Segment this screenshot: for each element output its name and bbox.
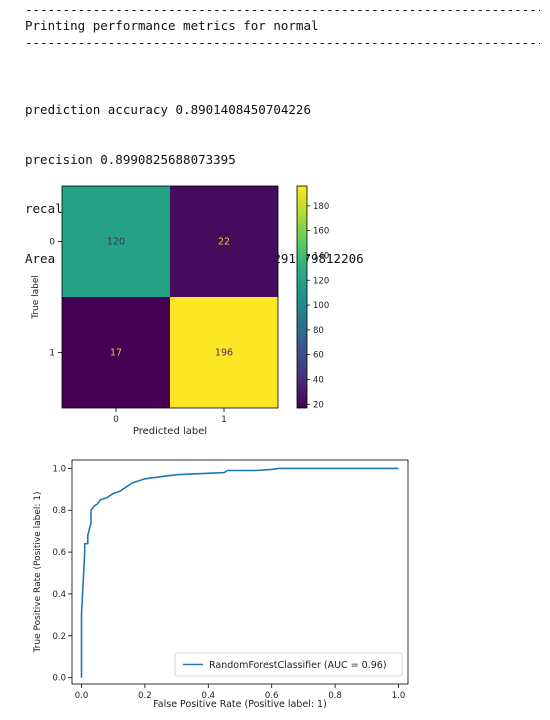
cm-cell-0-0 [62,186,170,297]
console-divider-bottom: ----------------------------------------… [25,36,540,50]
roc-x-tick-label: 0.2 [138,691,152,701]
cm-cell-1-0 [62,297,170,408]
roc-y-tick-label: 1.0 [52,464,66,474]
colorbar-tick-label: 40 [313,375,324,385]
cm-cell-value-1-0: 17 [110,348,122,359]
roc-x-tick-label: 0.0 [75,691,89,701]
cm-x-tick-label: 0 [113,415,119,425]
roc-legend-box [174,652,403,677]
colorbar-tick-label: 100 [313,301,329,311]
cm-cell-value-0-1: 22 [218,237,230,248]
cm-cell-1-1 [170,297,278,408]
console-divider-top: ----------------------------------------… [25,3,540,17]
colorbar-tick-label: 80 [313,326,324,336]
roc-plot-frame [71,459,409,685]
roc-y-axis-label: True Positive Rate (Positive label: 1) [33,492,43,654]
colorbar-tick-label: 20 [313,400,324,410]
colorbar [296,185,308,409]
roc-x-axis-label: False Positive Rate (Positive label: 1) [153,699,327,710]
colorbar-tick-label: 140 [313,251,329,261]
cm-y-axis-label: True label [31,275,41,320]
cm-cell-value-0-0: 120 [107,237,125,248]
cm-x-tick-label: 1 [221,415,227,425]
roc-curve-chart: 0.0 0.2 0.4 0.6 0.8 1.0 0.0 0.2 0.4 0.6 0.8 1.0 Ran… [33,459,409,710]
cm-x-axis-label: Predicted label [133,426,207,437]
roc-y-tick-label: 0.8 [52,506,66,516]
metric-accuracy: prediction accuracy 0.8901408450704226 [25,102,311,117]
roc-x-tick-label: 1.0 [392,691,406,701]
roc-y-tick-label: 0.2 [52,632,66,642]
cm-y-tick-label: 0 [49,238,55,248]
roc-x-tick-label: 0.8 [328,691,342,701]
roc-legend: RandomForestClassifier (AUC = 0.96) [174,652,403,677]
roc-x-tick-label: 0.4 [202,691,216,701]
cm-cell-0-1 [170,186,278,297]
roc-y-tick-label: 0.0 [52,674,66,684]
colorbar-tick-label: 120 [313,276,329,286]
roc-y-tick-label: 0.6 [52,548,66,558]
colorbar-tick-label: 160 [313,227,329,237]
metric-precision: precision 0.8990825688073395 [25,151,236,167]
roc-curve-line [80,467,399,678]
colorbar-tick-label: 180 [313,202,329,212]
colorbar-tick-label: 60 [313,351,324,361]
roc-legend-label: RandomForestClassifier (AUC = 0.96) [209,660,387,671]
console-header: Printing performance metrics for normal [25,18,319,33]
cm-y-tick-label: 1 [49,349,55,359]
roc-x-tick-label: 0.6 [265,691,279,701]
cm-cell-value-1-1: 196 [215,348,233,359]
roc-y-tick-label: 0.4 [52,590,66,600]
cm-frame [61,185,279,409]
